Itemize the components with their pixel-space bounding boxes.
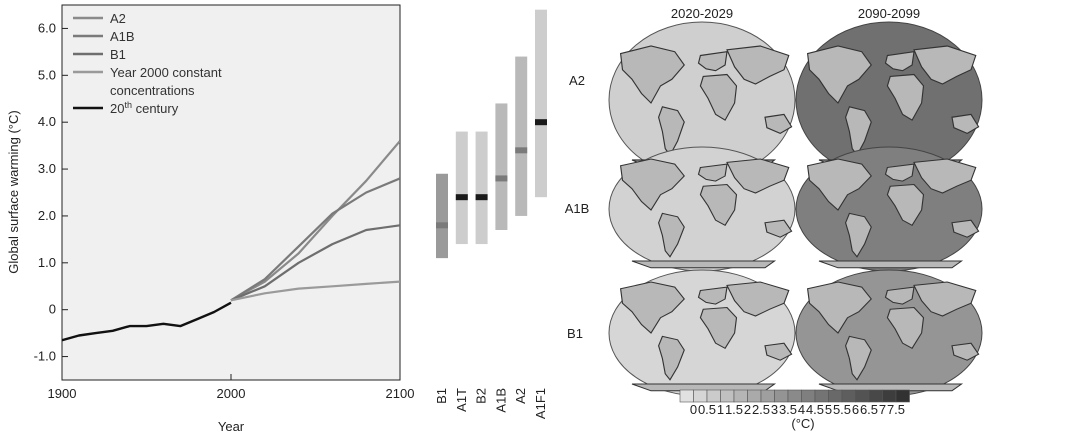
colorbar-tick-label: 1 (717, 402, 724, 417)
colorbar: 0 0.5 1 1.5 2 2.5 3 3.5 4 4.5 5 5.5 6 6.5 7 7.5 (679, 389, 910, 417)
best-estimate-a1f1 (535, 119, 547, 126)
range-bar-a2 (515, 56, 528, 216)
colorbar-tick-label: 2.5 (752, 402, 770, 417)
series-lines (62, 140, 400, 342)
bar-category-label: A1T (454, 388, 469, 412)
y-tick-label: -1.0 (34, 349, 56, 364)
row-label-a1b: A1B (565, 201, 590, 216)
legend-label: concentrations (110, 83, 195, 98)
best-estimate-b1 (436, 222, 448, 229)
legend-label: 20th century (110, 100, 179, 116)
y-tick-label: 3.0 (38, 161, 56, 176)
y-tick-label: 4.0 (38, 114, 56, 129)
colorbar-swatch (895, 389, 910, 403)
legend-label: B1 (110, 47, 126, 62)
x-tick-label: 2000 (217, 386, 246, 401)
colorbar-swatch (733, 389, 748, 403)
colorbar-tick-label: 7.5 (887, 402, 905, 417)
y-tick-label: 6.0 (38, 20, 56, 35)
colorbar-tick-label: 4 (798, 402, 805, 417)
legend-label: A1B (110, 29, 135, 44)
bar-category-label: A1B (493, 388, 508, 413)
y-tick-label: 2.0 (38, 208, 56, 223)
colorbar-swatch (855, 389, 870, 403)
range-bar-b1 (436, 173, 448, 259)
colorbar-tick-label: 3 (771, 402, 778, 417)
y-axis-label: Global surface warming (°C) (6, 110, 21, 273)
map-a1b-2090 (795, 146, 983, 272)
colorbar-swatch (787, 389, 802, 403)
series-line-a2 (230, 140, 400, 302)
colorbar-tick-label: 2 (744, 402, 751, 417)
series-line-year-2000-constant-concentrations (230, 280, 400, 302)
legend-label: Year 2000 constant (110, 65, 222, 80)
colorbar-swatch (814, 389, 829, 403)
y-tick-label: 1.0 (38, 255, 56, 270)
x-tick-label: 2100 (386, 386, 415, 401)
line-chart: -1.0 0 1.0 2.0 3.0 4.0 5.0 6.0 1900 2000 2100 Yea… (6, 4, 415, 434)
legend: A2 A1B B1 Year 2000 constant concentrations 2… (73, 11, 222, 116)
bar-category-label: B1 (434, 388, 449, 404)
best-estimate-a1b (495, 175, 508, 182)
colorbar-tick-label: 6 (852, 402, 859, 417)
range-bar-a1t (455, 131, 468, 245)
colorbar-tick-label: 4.5 (806, 402, 824, 417)
map-a1b-2020 (608, 146, 796, 272)
colorbar-tick-label: 0.5 (698, 402, 716, 417)
colorbar-tick-label: 0 (690, 402, 697, 417)
best-estimate-a1t (455, 194, 468, 201)
x-axis-ticks: 1900 2000 2100 (48, 374, 415, 401)
colorbar-swatch (693, 389, 708, 403)
colorbar-swatch (801, 389, 816, 403)
legend-label: A2 (110, 11, 126, 26)
y-axis-ticks: -1.0 0 1.0 2.0 3.0 4.0 5.0 6.0 (34, 20, 68, 364)
colorbar-tick-label: 6.5 (860, 402, 878, 417)
colorbar-unit-label: (°C) (791, 416, 814, 431)
colorbar-swatch (747, 389, 762, 403)
best-estimate-a2 (515, 147, 528, 154)
colorbar-swatch (760, 389, 775, 403)
bar-category-label: A2 (513, 388, 528, 404)
bar-category-label: A1F1 (533, 388, 548, 419)
maps-panel: 2020-2029 2090-2099 A2 A1B B1 0 0.5 (565, 6, 983, 431)
column-title-2090: 2090-2099 (858, 6, 920, 21)
range-bar-a1f1 (535, 9, 547, 198)
best-estimate-b2 (475, 194, 488, 201)
row-label-b1: B1 (567, 326, 583, 341)
x-axis-label: Year (218, 419, 245, 434)
colorbar-tick-label: 3.5 (779, 402, 797, 417)
colorbar-swatch (679, 389, 694, 403)
colorbar-swatch (720, 389, 735, 403)
x-tick-label: 1900 (48, 386, 77, 401)
colorbar-swatch (706, 389, 721, 403)
row-label-a2: A2 (569, 73, 585, 88)
colorbar-swatch (868, 389, 883, 403)
colorbar-swatch (882, 389, 897, 403)
map-b1-2090 (795, 269, 983, 397)
y-tick-label: 0 (49, 302, 56, 317)
plot-area (61, 4, 401, 381)
colorbar-tick-label: 5.5 (833, 402, 851, 417)
range-bar-a1b (495, 103, 508, 230)
range-bars: B1 A1T B2 A1B A2 A1F1 (434, 9, 548, 419)
map-b1-2020 (608, 269, 796, 397)
colorbar-swatch (774, 389, 789, 403)
column-title-2020: 2020-2029 (671, 6, 733, 21)
colorbar-swatch (841, 389, 856, 403)
colorbar-swatch (828, 389, 843, 403)
colorbar-tick-label: 1.5 (725, 402, 743, 417)
series-line-20th-century (62, 301, 232, 342)
colorbar-tick-label: 7 (879, 402, 886, 417)
y-tick-label: 5.0 (38, 67, 56, 82)
series-line-b1 (230, 224, 400, 302)
series-line-a1b (230, 177, 400, 302)
bar-category-label: B2 (474, 388, 489, 404)
colorbar-tick-label: 5 (825, 402, 832, 417)
range-bar-b2 (475, 131, 488, 245)
